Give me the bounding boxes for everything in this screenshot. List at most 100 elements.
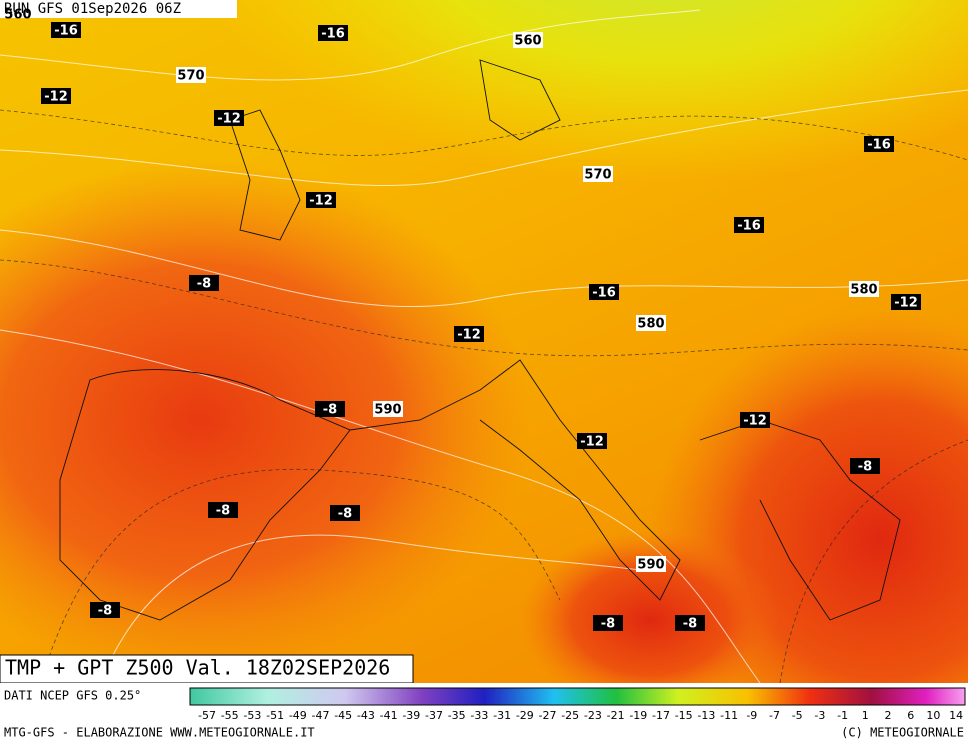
footer-copyright: (C) METEOGIORNALE — [841, 726, 964, 740]
temperature-label-box — [675, 615, 705, 631]
scale-tick-label: -47 — [312, 709, 330, 722]
temperature-label: -16 — [737, 219, 761, 234]
scale-tick-label: -41 — [380, 709, 398, 722]
scale-tick-label: -3 — [814, 709, 825, 722]
temperature-label: -8 — [216, 504, 230, 519]
scale-tick-label: -9 — [746, 709, 757, 722]
temperature-label: -12 — [44, 90, 68, 105]
scale-tick-label: -33 — [470, 709, 488, 722]
title-box — [0, 654, 414, 684]
scale-tick-label: -7 — [769, 709, 780, 722]
scale-tick-label: -31 — [493, 709, 511, 722]
scale-tick-label: -35 — [448, 709, 466, 722]
temperature-label-box — [850, 458, 880, 474]
isotherms — [0, 109, 968, 684]
scale-tick-label: -29 — [516, 709, 534, 722]
warm-area — [0, 160, 530, 680]
scale-tick-label: -53 — [243, 709, 261, 722]
scale-tick-label: 6 — [907, 709, 914, 722]
footer-credit: MTG-GFS - ELABORAZIONE WWW.METEOGIORNALE… — [4, 726, 315, 740]
temperature-label: -8 — [98, 604, 112, 619]
geopotential-label-box — [583, 166, 613, 182]
run-text: RUN GFS 01Sep2026 06Z — [4, 1, 181, 17]
scale-tick-label: -13 — [697, 709, 715, 722]
temperature-label-box — [864, 136, 894, 152]
footer-source: DATI NCEP GFS 0.25° — [4, 689, 141, 703]
temperature-label-box — [593, 615, 623, 631]
scale-tick-label: 2 — [885, 709, 892, 722]
temperature-label-box — [315, 401, 345, 417]
scale-tick-label: 10 — [926, 709, 940, 722]
scale-tick-label: -37 — [425, 709, 443, 722]
geopotential-label: 570 — [177, 69, 204, 84]
color-scale — [189, 687, 966, 706]
temperature-label-box — [214, 110, 244, 126]
temperature-label-box — [330, 505, 360, 521]
scale-tick-label: -43 — [357, 709, 375, 722]
temperature-label-box — [41, 88, 71, 104]
temperature-label: -12 — [580, 435, 604, 450]
scale-tick-label: -25 — [561, 709, 579, 722]
temperature-label: -16 — [592, 286, 616, 301]
scale-tick-label: -39 — [402, 709, 420, 722]
warm-area — [520, 530, 780, 710]
temperature-label-box — [318, 25, 348, 41]
isohypses — [0, 9, 968, 684]
geopotential-label-box — [636, 556, 666, 572]
temperature-label: -8 — [197, 277, 211, 292]
temperature-label-box — [306, 192, 336, 208]
geopotential-label: 590 — [374, 403, 401, 418]
temperature-label-box — [208, 502, 238, 518]
temperature-label-box — [577, 433, 607, 449]
scale-tick-label: -45 — [334, 709, 352, 722]
scale-tick-label: -27 — [539, 709, 557, 722]
temperature-label-box — [589, 284, 619, 300]
geopotential-label-box — [849, 281, 879, 297]
temperature-label-box — [189, 275, 219, 291]
temperature-label: -8 — [338, 507, 352, 522]
temperature-label: -12 — [457, 328, 481, 343]
scale-tick-label: 1 — [862, 709, 869, 722]
temperature-label: -12 — [894, 296, 918, 311]
temperature-label: -8 — [601, 617, 615, 632]
scale-tick-label: -57 — [198, 709, 216, 722]
title: TMP + GPT Z500 Val. 18Z02SEP2026 — [5, 656, 390, 680]
scale-tick-label: -55 — [221, 709, 239, 722]
scale-tick-label: -11 — [720, 709, 738, 722]
scale-tick-label: -19 — [629, 709, 647, 722]
temperature-label: -8 — [858, 460, 872, 475]
geopotential-label: 590 — [637, 558, 664, 573]
scale-tick-label: -17 — [652, 709, 670, 722]
scale-tick-label: 14 — [949, 709, 963, 722]
scale-tick-label: -21 — [607, 709, 625, 722]
temperature-label: -12 — [743, 414, 767, 429]
temperature-label-box — [454, 326, 484, 342]
temperature-label: -8 — [323, 403, 337, 418]
scale-tick-label: -5 — [792, 709, 803, 722]
geopotential-label-box — [373, 401, 403, 417]
geopotential-label-box — [636, 315, 666, 331]
scale-tick-label: -15 — [675, 709, 693, 722]
geopotential-label: 560 — [514, 34, 541, 49]
temperature-label-box — [90, 602, 120, 618]
scale-tick-label: -23 — [584, 709, 602, 722]
geopotential-label: 580 — [637, 317, 664, 332]
geopotential-label: 570 — [584, 168, 611, 183]
scale-tick-label: -49 — [289, 709, 307, 722]
temperature-label-box — [51, 22, 81, 38]
temperature-label: -16 — [867, 138, 891, 153]
temperature-label: -12 — [309, 194, 333, 209]
scale-tick-label: -1 — [837, 709, 848, 722]
scale-tick-label: -51 — [266, 709, 284, 722]
temperature-label: -16 — [54, 24, 78, 39]
geopotential-label-box — [513, 32, 543, 48]
coastlines — [59, 59, 901, 621]
temperature-label: -16 — [321, 27, 345, 42]
geopotential-label-box — [176, 67, 206, 83]
geopotential-label: 580 — [850, 283, 877, 298]
temperature-label-box — [734, 217, 764, 233]
geopotential-label: 560 — [4, 8, 31, 23]
header-box — [0, 0, 237, 18]
